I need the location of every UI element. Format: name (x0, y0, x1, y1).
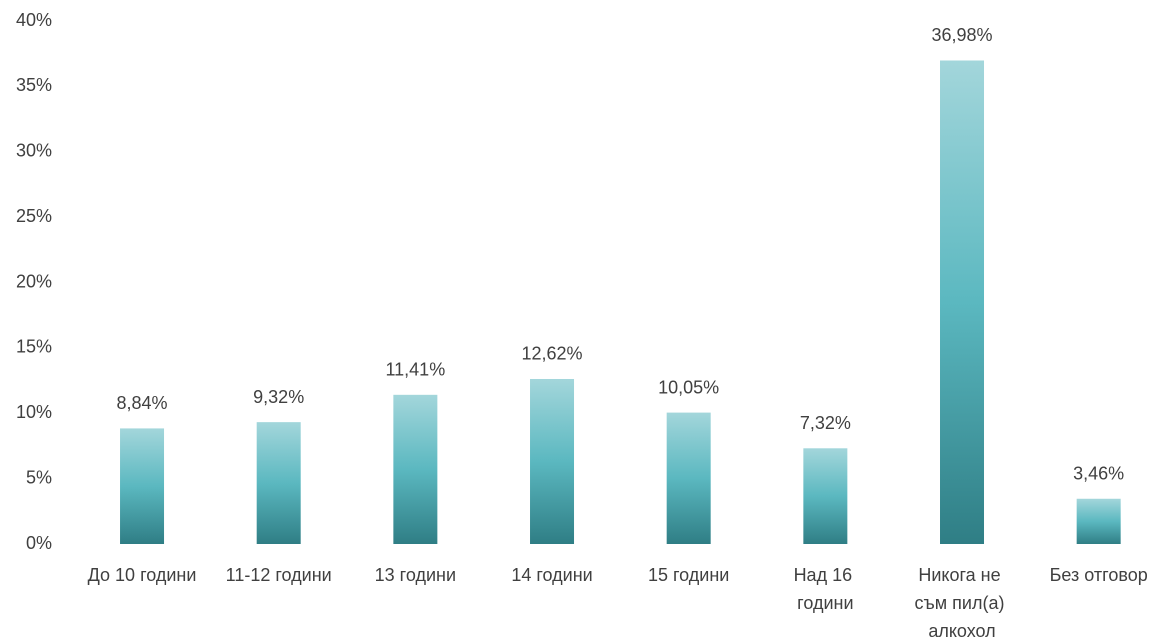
y-tick-label: 35% (16, 75, 52, 95)
x-tick-label: 11-12 години (226, 565, 332, 585)
x-tick-label: Над 16 години (794, 565, 858, 613)
bar (256, 422, 301, 544)
data-label: 3,46% (1073, 464, 1124, 484)
bar (393, 394, 438, 544)
x-tick-label: 15 години (648, 565, 729, 585)
data-label: 10,05% (658, 377, 719, 397)
y-tick-label: 5% (26, 467, 52, 487)
bar (940, 60, 985, 544)
x-tick-label: Без отговор (1050, 565, 1148, 585)
y-tick-label: 20% (16, 271, 52, 291)
data-label: 11,41% (385, 360, 445, 380)
data-label: 7,32% (800, 413, 851, 433)
data-label: 36,98% (931, 25, 992, 45)
data-label: 12,62% (521, 344, 582, 364)
x-tick-label: 13 години (375, 565, 456, 585)
y-tick-label: 40% (16, 10, 52, 30)
y-tick-label: 30% (16, 141, 52, 161)
data-label: 9,32% (253, 387, 304, 407)
bar (666, 412, 711, 544)
y-tick-label: 0% (26, 533, 52, 553)
x-tick-label: Никога не съм пил(а) алкохол (915, 565, 1010, 641)
bar (120, 428, 165, 544)
data-label: 8,84% (117, 393, 168, 413)
y-tick-label: 25% (16, 206, 52, 226)
y-tick-label: 10% (16, 402, 52, 422)
bar (530, 378, 575, 544)
bar (803, 448, 848, 544)
bar (1076, 498, 1121, 544)
x-tick-label: До 10 години (88, 565, 197, 585)
y-tick-label: 15% (16, 337, 52, 357)
x-tick-label: 14 години (511, 565, 592, 585)
